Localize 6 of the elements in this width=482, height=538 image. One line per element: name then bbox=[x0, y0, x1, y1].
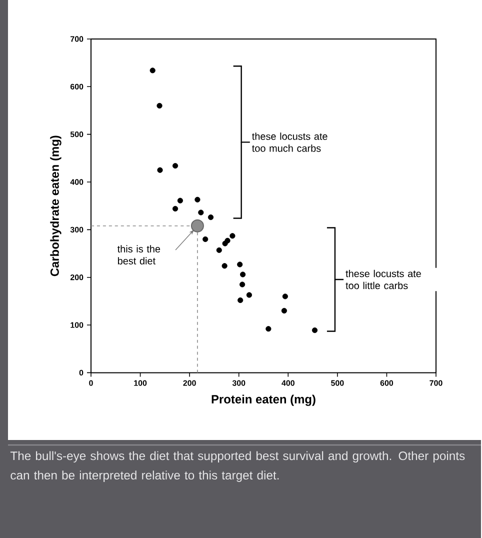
annotation: these locusts ate too little carbs bbox=[346, 270, 422, 290]
x-axis-title: Protein eaten (mg) bbox=[212, 394, 316, 406]
text: The bull's-eye shows the diet that supported best survival and growth. Other points can then be interpreted relative to this target diet. bbox=[10, 451, 465, 482]
annotation: this is the best diet bbox=[118, 245, 160, 264]
y-axis-title: Carbohydrate eaten (mg) bbox=[50, 136, 62, 276]
annotation: these locusts ate too much carbs bbox=[252, 132, 328, 152]
